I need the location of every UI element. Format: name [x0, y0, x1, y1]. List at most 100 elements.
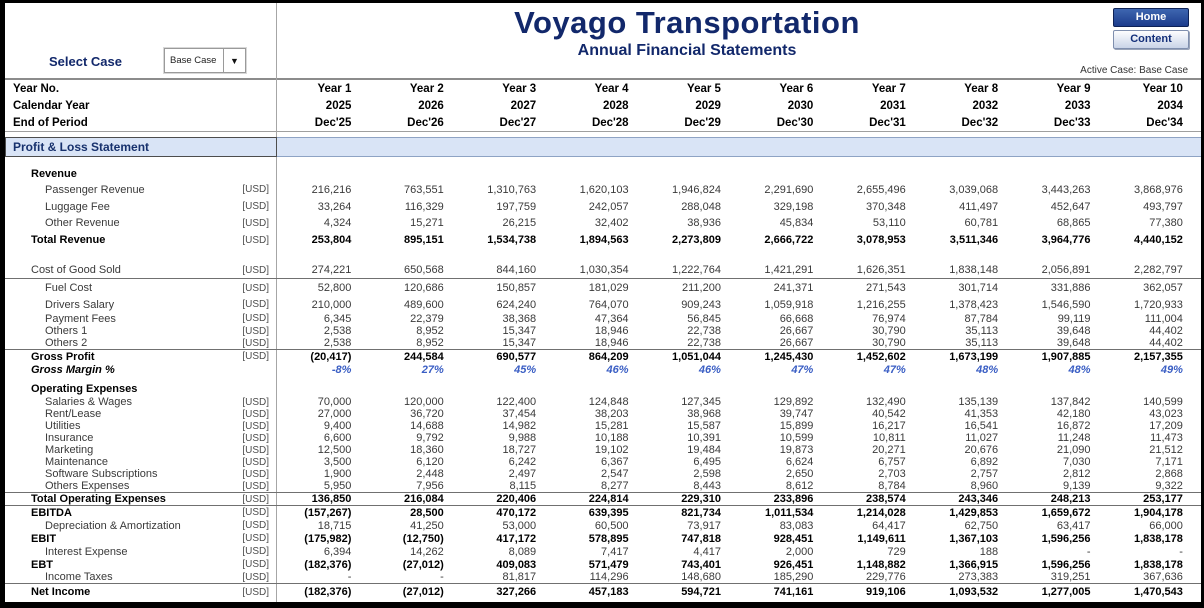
- row-label: Utilities: [45, 420, 81, 432]
- cell: 18,946: [594, 325, 629, 337]
- cell: 46%: [698, 364, 721, 376]
- cell: 1,620,103: [579, 183, 629, 196]
- cell: 6,624: [785, 456, 814, 468]
- cell: 73,917: [687, 519, 721, 532]
- row-label: Insurance: [45, 432, 94, 444]
- cell: 76,974: [872, 312, 906, 325]
- case-dropdown[interactable]: Base Case ▼: [164, 48, 246, 73]
- content-button[interactable]: Content: [1113, 30, 1189, 49]
- cell: 1,421,291: [764, 264, 814, 276]
- cell: Year 9: [1056, 82, 1091, 95]
- cell: 120,686: [404, 282, 444, 294]
- cell: 63,417: [1056, 519, 1091, 532]
- row-label: Salaries & Wages: [45, 396, 133, 408]
- cell: 83,083: [779, 519, 814, 532]
- cell: 7,030: [1062, 456, 1091, 468]
- cell: 1,051,044: [672, 350, 721, 363]
- cell: Year 3: [502, 82, 537, 95]
- pnl-table: Revenue Passenger Revenue [USD] 216,216 763,…: [5, 157, 1201, 600]
- row-unit: [USD]: [242, 586, 269, 598]
- cell: 362,057: [1143, 282, 1183, 294]
- row-unit: [USD]: [242, 351, 269, 362]
- row-cells: 2,538 8,952 15,347 18,946 22,738 26,667 30,790…: [276, 325, 1200, 337]
- chevron-down-icon[interactable]: ▼: [223, 49, 245, 72]
- cell: 111,004: [1144, 312, 1183, 325]
- cell: 1,894,563: [579, 234, 629, 246]
- cell: 3,443,263: [1041, 183, 1091, 196]
- cell: 1,149,611: [857, 532, 906, 545]
- cell: 1,452,602: [856, 350, 906, 363]
- cell: 99,119: [1057, 312, 1091, 325]
- cell: 1,030,354: [579, 264, 629, 276]
- cell: 690,577: [496, 350, 537, 363]
- spacer-row: [5, 157, 1201, 166]
- cell: Dec'28: [591, 116, 629, 129]
- row-unit: [USD]: [242, 507, 269, 518]
- cell: 2,703: [878, 468, 906, 480]
- cell: 864,209: [588, 350, 629, 363]
- cell: 26,215: [502, 217, 537, 229]
- cell: 120,000: [404, 396, 444, 408]
- cell: Year 2: [409, 82, 444, 95]
- cell: 844,160: [496, 264, 537, 276]
- cell: 37,454: [502, 408, 537, 420]
- cell: 220,406: [496, 493, 537, 505]
- table-row: Rent/Lease [USD] 27,000 36,720 37,454 38,203 3…: [5, 408, 1201, 420]
- cell: 248,213: [1050, 493, 1091, 505]
- cell: 22,738: [687, 325, 721, 337]
- cell: 20,676: [964, 444, 999, 456]
- row-cells: 136,850 216,084 220,406 224,814 229,310 233,8…: [276, 493, 1200, 505]
- cell: 244,584: [404, 350, 444, 363]
- row-cells: 6,394 14,262 8,089 7,417 4,417 2,000 729 188 - -: [276, 546, 1200, 558]
- cell: 1,378,423: [949, 298, 999, 311]
- cell: 8,277: [601, 480, 629, 492]
- cell: 253,804: [311, 234, 352, 246]
- row-cells: 5,950 7,956 8,115 8,277 8,443 8,612 8,784 8,960…: [276, 480, 1200, 492]
- cell: 288,048: [681, 200, 721, 213]
- cell: 15,271: [410, 217, 444, 229]
- cell: 66,000: [1149, 519, 1183, 532]
- cell: 10,391: [687, 432, 721, 444]
- period-header-rows: Year No. Year 1 Year 2 Year 3 Year 4 Year 5 Ye…: [5, 80, 1201, 131]
- row-unit: [USD]: [242, 337, 269, 349]
- row-unit: [USD]: [242, 282, 269, 294]
- cell: 6,495: [693, 456, 721, 468]
- row-cells: 1,900 2,448 2,497 2,547 2,598 2,650 2,703 2,757…: [276, 468, 1200, 480]
- cell: 15,347: [502, 337, 537, 349]
- cell: (157,267): [304, 506, 352, 519]
- cell: 11,473: [1150, 432, 1183, 444]
- cell: 233,896: [773, 493, 814, 505]
- table-row: Salaries & Wages [USD] 70,000 120,000 122,40…: [5, 396, 1201, 408]
- cell: 457,183: [588, 586, 629, 598]
- cell: 1,838,178: [1133, 532, 1183, 545]
- cell: 87,784: [964, 312, 999, 325]
- cell: 1,838,148: [949, 264, 999, 276]
- table-row: Software Subscriptions [USD] 1,900 2,448 2,4…: [5, 468, 1201, 480]
- cell: 62,750: [964, 519, 999, 532]
- cell: 2,868: [1155, 468, 1183, 480]
- cell: 47,364: [594, 312, 629, 325]
- cell: 21,090: [1056, 444, 1091, 456]
- cell: 197,759: [496, 200, 537, 213]
- cell: 301,714: [958, 282, 999, 294]
- cell: 1,214,028: [856, 506, 906, 519]
- table-row: Revenue: [5, 166, 1201, 181]
- cell: 274,221: [311, 264, 352, 276]
- cell: 68,865: [1056, 217, 1091, 229]
- home-button[interactable]: Home: [1113, 8, 1189, 27]
- cell: Year 8: [964, 82, 999, 95]
- cell: 7,171: [1155, 456, 1183, 468]
- cell: 1,011,534: [765, 506, 814, 519]
- cell: (20,417): [310, 350, 352, 363]
- row-unit: [USD]: [242, 468, 269, 480]
- cell: 8,952: [416, 325, 444, 337]
- cell: 66,668: [779, 312, 814, 325]
- cell: 2030: [787, 99, 814, 112]
- row-cells: 6,345 22,379 38,368 47,364 56,845 66,668 76,97…: [276, 313, 1200, 325]
- cell: 3,500: [323, 456, 352, 468]
- cell: 271,543: [865, 282, 906, 294]
- cell: 909,243: [681, 298, 721, 311]
- row-label: Others 1: [45, 325, 88, 337]
- cell: 8,612: [785, 480, 814, 492]
- section-banner: Profit & Loss Statement: [5, 137, 1201, 157]
